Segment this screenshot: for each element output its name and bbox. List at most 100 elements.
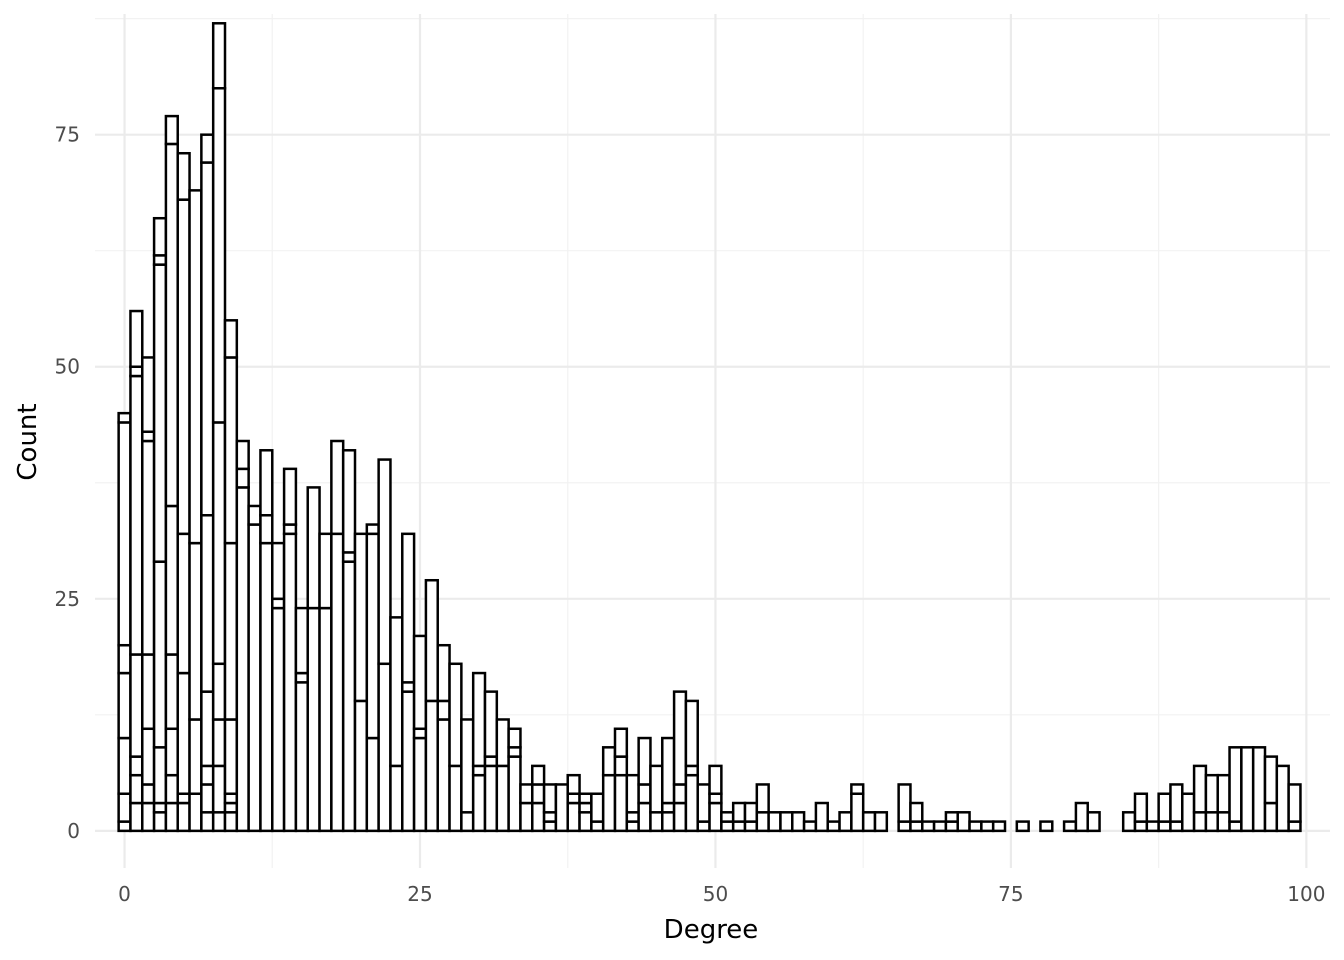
histogram-bar-segment <box>365 523 380 536</box>
histogram-bar-segment <box>1240 746 1255 833</box>
histogram-bar-segment <box>696 820 711 833</box>
histogram-bar-segment <box>531 801 546 833</box>
x-axis-title: Degree <box>664 915 759 945</box>
histogram-bar-segment <box>1157 820 1172 833</box>
histogram-bar-segment <box>141 356 156 433</box>
histogram-bar-segment <box>223 801 239 814</box>
histogram-bar-segment <box>625 811 640 823</box>
histogram-bar-segment <box>471 773 487 833</box>
histogram-bar-segment <box>566 801 581 833</box>
histogram-bar-segment <box>211 718 227 768</box>
histogram-bar-segment <box>495 718 510 768</box>
x-axis-ticks: 0 25 50 75 100 <box>118 882 1325 906</box>
histogram-bar-segment <box>861 811 877 833</box>
histogram-bar-segment <box>424 578 439 703</box>
histogram-bar-segment <box>164 801 179 833</box>
histogram-bar-segment <box>235 439 250 471</box>
histogram-bar-segment <box>1263 801 1279 833</box>
histogram-bar-segment <box>968 820 983 833</box>
histogram-bar-segment <box>1133 792 1149 823</box>
histogram-bar-segment <box>436 643 451 703</box>
histogram-bar-segment <box>306 606 321 833</box>
histogram-bar-segment <box>755 811 770 833</box>
histogram-bar-segment <box>661 811 676 833</box>
histogram-bar-segment <box>1216 773 1231 814</box>
histogram-bar-segment <box>152 263 168 563</box>
histogram-bar-segment <box>483 755 499 768</box>
histogram-bar-segment <box>306 486 321 610</box>
histogram-bar-segment <box>814 801 829 833</box>
histogram-bar-segment <box>341 449 357 554</box>
histogram-bar-segment <box>566 773 581 795</box>
histogram-bar-segment <box>637 783 652 805</box>
histogram-bar-segment <box>164 114 179 146</box>
histogram-bar-segment <box>542 783 558 814</box>
histogram-bar-segment <box>1145 820 1160 833</box>
histogram-bar-segment <box>259 514 274 545</box>
histogram-bar-segment <box>897 820 912 833</box>
histogram-bar-segment <box>566 792 581 805</box>
histogram-bar-segment <box>152 801 168 814</box>
histogram-bar-segment <box>223 356 239 545</box>
histogram-bar-segment <box>1015 820 1030 833</box>
histogram-bar-segment <box>330 439 345 536</box>
histogram-bar-segment <box>365 532 380 740</box>
histogram-bar-segment <box>460 718 475 814</box>
histogram-bar-segment <box>117 820 132 833</box>
histogram-bar-segment <box>152 254 168 266</box>
histogram-bar-segment <box>188 792 203 833</box>
histogram-bar-segment <box>129 374 144 656</box>
histogram-bar-segment <box>129 653 144 758</box>
histogram-bar-segment <box>129 309 144 368</box>
histogram-bar-segment <box>129 365 144 378</box>
histogram-bar-segment <box>542 820 558 833</box>
histogram-bar-segment <box>164 773 179 805</box>
histogram-bar-segment <box>850 792 865 833</box>
histogram-bar-segment <box>1062 820 1078 833</box>
histogram-bar-segment <box>720 811 735 823</box>
histogram-bar-segment <box>909 820 924 833</box>
histogram-bar-segment <box>176 198 191 536</box>
histogram-bar-segment <box>1169 783 1184 823</box>
histogram-bar-segment <box>117 421 132 647</box>
histogram-bar-segment <box>1287 820 1302 833</box>
histogram-bar-segment <box>424 699 439 833</box>
y-axis-title: Count <box>13 403 43 480</box>
histogram-bar-segment <box>141 801 156 833</box>
histogram-bar-segment <box>1216 811 1231 833</box>
histogram-bar-segment <box>176 151 191 201</box>
histogram-bar-segment <box>944 820 959 833</box>
histogram-bar-segment <box>649 764 664 814</box>
histogram-bar-segment <box>1192 811 1208 833</box>
histogram-bar-segment <box>1086 811 1101 833</box>
histogram-bar-segment <box>176 801 191 833</box>
histogram-bar-segment <box>294 671 309 684</box>
histogram-bar-segment <box>637 801 652 833</box>
histogram-bar-segment <box>152 560 168 749</box>
histogram-bar-segment <box>164 504 179 656</box>
y-axis-ticks: 0 25 50 75 <box>55 123 80 843</box>
histogram-bar-segment <box>897 783 912 823</box>
histogram-bar-segment <box>542 811 558 823</box>
histogram-bar-segment <box>684 764 699 777</box>
histogram-bar-segment <box>791 811 806 833</box>
histogram-bars <box>117 22 1302 833</box>
histogram-bar-segment <box>271 597 286 610</box>
histogram-bar-segment <box>211 662 227 721</box>
histogram-bar-segment <box>720 820 735 833</box>
histogram-bar-segment <box>341 560 357 833</box>
histogram-bar-segment <box>944 811 959 823</box>
histogram-bar-segment <box>211 421 227 666</box>
histogram-bar-segment <box>1204 811 1219 833</box>
histogram-bar-segment <box>401 681 416 693</box>
histogram-bar-segment <box>188 718 203 795</box>
histogram-bar-segment <box>294 681 309 833</box>
histogram-bar-segment <box>708 801 723 833</box>
histogram-bar-segment <box>932 820 948 833</box>
histogram-bar-segment <box>129 773 144 805</box>
histogram-bar-segment <box>377 662 392 833</box>
histogram-bar-segment <box>129 755 144 777</box>
histogram-bar-segment <box>956 811 971 833</box>
histogram-bar-segment <box>672 690 688 786</box>
histogram-bar-segment <box>412 634 428 731</box>
